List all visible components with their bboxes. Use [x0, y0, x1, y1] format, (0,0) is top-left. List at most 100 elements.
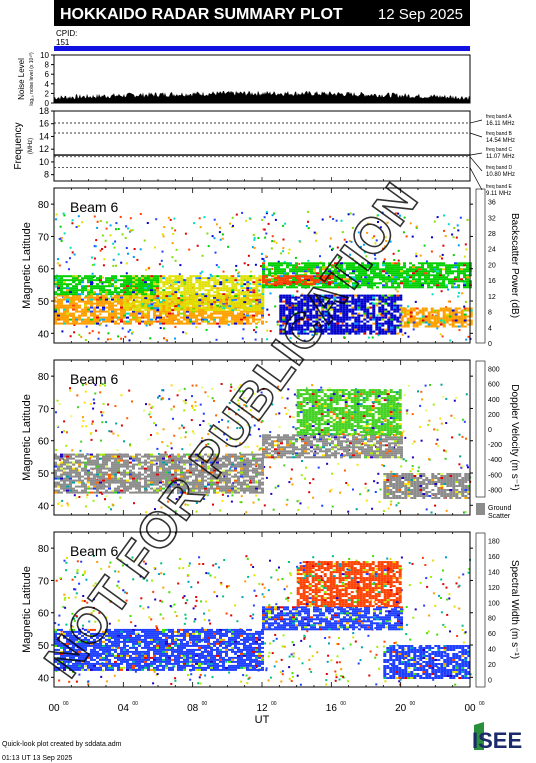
band-cell [84, 469, 87, 472]
band-cell [240, 310, 243, 313]
band-cell [393, 318, 397, 321]
band-cell [361, 282, 364, 285]
band-cell [243, 287, 247, 290]
freq-band-value: 9.11 MHz [486, 191, 511, 197]
band-cell [442, 262, 445, 265]
band-cell [369, 328, 373, 331]
band-cell [294, 320, 298, 323]
freq-band-name: freq band E [486, 184, 513, 190]
speckle-cell [384, 236, 387, 239]
band-cell [393, 316, 397, 319]
band-cell [153, 287, 156, 290]
band-cell [400, 276, 403, 279]
speckle-cell [124, 237, 127, 239]
band-cell [102, 308, 105, 311]
speckle-cell [311, 384, 314, 387]
band-cell [183, 281, 187, 284]
band-cell [261, 297, 265, 300]
band-cell [78, 293, 81, 296]
band-cell [252, 287, 256, 290]
band-cell [366, 324, 370, 327]
speckle-cell [161, 233, 164, 236]
band-cell [334, 262, 337, 265]
speckle-cell [390, 470, 393, 473]
speckle-cell [96, 226, 99, 229]
band-cell [457, 270, 460, 273]
band-cell [418, 278, 421, 281]
band-cell [66, 487, 69, 490]
band-cell [274, 275, 277, 278]
band-cell [189, 279, 193, 282]
band-cell [400, 317, 404, 320]
band-cell [66, 293, 69, 296]
band-cell [207, 307, 211, 310]
band-cell [87, 485, 90, 488]
band-cell [234, 320, 237, 323]
band-cell [126, 293, 129, 296]
band-cell [390, 330, 394, 333]
band-cell [231, 297, 235, 300]
band-cell [325, 284, 328, 287]
band-cell [129, 312, 132, 315]
band-cell [201, 314, 204, 317]
band-cell [409, 268, 412, 271]
band-cell [180, 320, 183, 323]
speckle-cell [417, 466, 420, 469]
band-cell [315, 300, 319, 303]
band-cell [418, 262, 421, 265]
band-cell [345, 328, 349, 331]
band-cell [162, 305, 166, 308]
band-cell [135, 279, 138, 282]
band-cell [237, 283, 241, 286]
band-cell [90, 287, 93, 290]
band-cell [78, 322, 81, 325]
band-cell [252, 318, 255, 321]
speckle-cell [148, 323, 151, 326]
band-cell [114, 320, 117, 323]
band-cell [243, 299, 247, 302]
band-cell [123, 291, 127, 294]
speckle-cell [55, 285, 57, 288]
band-cell [283, 281, 286, 284]
band-cell [111, 316, 114, 319]
band-cell [286, 275, 289, 278]
colorbar-label: Backscatter Power (dB) [509, 213, 520, 318]
speckle-cell [373, 254, 376, 256]
band-cell [231, 289, 235, 292]
band-cell [141, 307, 145, 310]
band-cell [282, 322, 286, 325]
speckle-cell [255, 494, 258, 497]
band-cell [454, 315, 458, 318]
band-cell [186, 305, 190, 308]
band-cell [243, 277, 247, 280]
band-cell [162, 289, 166, 292]
band-cell [351, 322, 355, 325]
band-cell [331, 275, 334, 278]
colorbar-tick-label: 12 [488, 294, 496, 301]
band-cell [439, 278, 442, 281]
band-cell [261, 293, 265, 296]
band-cell [421, 278, 424, 281]
band-cell [252, 309, 256, 312]
band-cell [189, 318, 192, 321]
band-cell [165, 320, 168, 323]
band-cell [159, 318, 162, 321]
band-cell [210, 312, 213, 315]
band-cell [430, 280, 433, 283]
band-cell [297, 320, 301, 323]
band-cell [90, 455, 93, 458]
band-cell [78, 294, 81, 297]
band-cell [381, 330, 385, 333]
band-cell [225, 287, 229, 290]
speckle-cell [445, 422, 448, 424]
band-cell [412, 278, 415, 281]
band-cell [93, 318, 96, 321]
band-cell [303, 298, 307, 301]
band-cell [285, 322, 289, 325]
speckle-cell [94, 245, 97, 248]
band-cell [295, 266, 298, 269]
band-cell [454, 280, 457, 283]
speckle-cell [68, 268, 70, 271]
band-cell [343, 272, 346, 275]
band-cell [466, 274, 469, 277]
